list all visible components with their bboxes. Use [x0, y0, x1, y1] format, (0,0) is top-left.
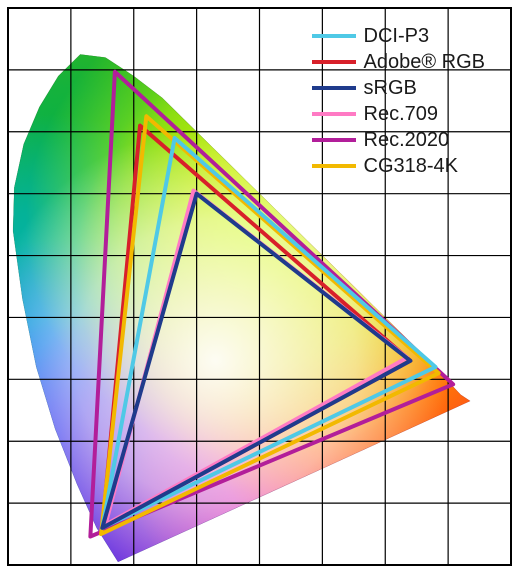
chromaticity-diagram: DCI-P3Adobe® RGBsRGBRec.709Rec.2020CG318… — [0, 0, 519, 573]
legend-label: Adobe® RGB — [364, 50, 485, 74]
legend-swatch — [312, 60, 356, 64]
legend-label: sRGB — [364, 76, 417, 100]
legend-label: Rec.2020 — [364, 128, 450, 152]
legend-swatch — [312, 112, 356, 116]
legend-swatch — [312, 34, 356, 38]
legend-swatch — [312, 138, 356, 142]
legend-item-srgb: sRGB — [312, 76, 485, 100]
legend-item-adobe-rgb: Adobe® RGB — [312, 50, 485, 74]
legend-item-dci-p3: DCI-P3 — [312, 24, 485, 48]
legend-item-rec2020: Rec.2020 — [312, 128, 485, 152]
legend-swatch — [312, 86, 356, 90]
legend-item-cg318-4k: CG318-4K — [312, 154, 485, 178]
legend: DCI-P3Adobe® RGBsRGBRec.709Rec.2020CG318… — [306, 18, 491, 184]
legend-label: CG318-4K — [364, 154, 459, 178]
legend-label: Rec.709 — [364, 102, 439, 126]
legend-label: DCI-P3 — [364, 24, 430, 48]
legend-swatch — [312, 164, 356, 168]
legend-item-rec709: Rec.709 — [312, 102, 485, 126]
